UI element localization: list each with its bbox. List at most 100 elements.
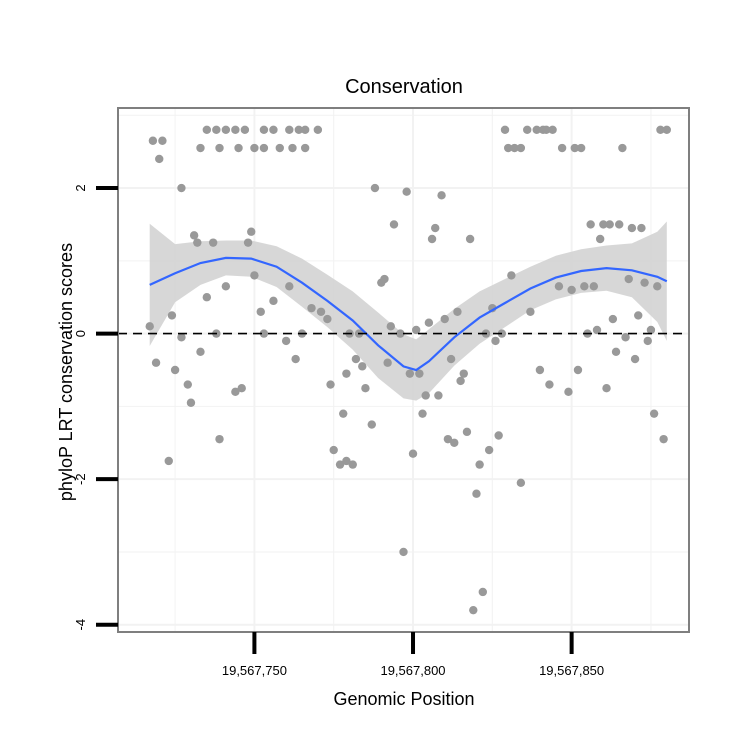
data-point xyxy=(580,282,589,291)
data-point xyxy=(564,387,573,397)
data-point xyxy=(326,380,335,389)
data-point xyxy=(557,143,567,153)
data-point xyxy=(158,136,167,145)
data-point xyxy=(453,307,462,316)
x-axis: 19,567,750 19,567,800 19,567,850 xyxy=(222,632,604,678)
smooth-line-layer xyxy=(149,256,668,372)
data-point xyxy=(434,391,443,400)
x-tick-label: 19,567,800 xyxy=(380,663,445,678)
smooth-trend-line xyxy=(149,256,668,372)
data-point xyxy=(440,314,449,324)
data-point xyxy=(462,427,472,437)
data-point xyxy=(240,125,250,135)
data-point xyxy=(234,143,243,153)
data-point xyxy=(595,234,605,244)
data-point xyxy=(427,234,437,244)
data-point xyxy=(630,354,640,364)
data-point xyxy=(532,125,541,135)
data-point xyxy=(649,409,659,418)
data-point xyxy=(478,587,488,597)
data-point xyxy=(621,333,630,342)
data-point xyxy=(221,282,231,291)
data-point xyxy=(507,271,516,280)
data-point xyxy=(424,318,434,327)
chart-title: Conservation xyxy=(345,76,463,98)
data-point xyxy=(618,143,627,153)
data-point xyxy=(316,307,326,316)
data-point xyxy=(177,333,186,342)
data-point xyxy=(570,143,579,153)
data-point xyxy=(383,358,392,367)
data-point xyxy=(554,282,564,291)
data-point xyxy=(212,125,221,135)
data-point xyxy=(386,322,396,331)
data-point xyxy=(285,282,294,291)
y-tick-label: -2 xyxy=(73,473,88,485)
data-point xyxy=(469,605,478,615)
data-point xyxy=(380,274,389,284)
data-point xyxy=(250,271,259,280)
data-point xyxy=(202,293,212,302)
data-point xyxy=(535,365,545,375)
data-point xyxy=(602,383,611,393)
data-point xyxy=(523,125,532,135)
y-axis-label: phyloP LRT conservation scores xyxy=(56,243,76,501)
data-point xyxy=(367,420,376,429)
x-axis-label: Genomic Position xyxy=(333,689,474,709)
data-point xyxy=(608,314,618,324)
data-point xyxy=(503,143,513,153)
data-point xyxy=(215,143,224,153)
data-point xyxy=(231,125,240,135)
data-point xyxy=(450,438,459,447)
data-point xyxy=(307,303,316,313)
data-point xyxy=(259,125,269,135)
data-point xyxy=(459,369,468,378)
data-point xyxy=(196,143,205,153)
data-point xyxy=(151,358,161,367)
data-point xyxy=(611,347,621,357)
data-point xyxy=(643,336,652,346)
data-point xyxy=(348,460,357,469)
data-point xyxy=(443,434,453,444)
data-point xyxy=(177,183,186,193)
data-point xyxy=(627,223,637,233)
data-point xyxy=(491,336,500,346)
confidence-band xyxy=(149,221,667,401)
data-point xyxy=(342,456,351,466)
data-point xyxy=(196,347,205,357)
data-point xyxy=(339,409,348,418)
data-point xyxy=(243,238,253,247)
data-point xyxy=(231,387,240,397)
data-point xyxy=(259,329,269,338)
data-point xyxy=(329,445,338,455)
data-point xyxy=(215,434,224,444)
data-point xyxy=(405,369,415,378)
data-point xyxy=(472,489,481,498)
data-point xyxy=(300,143,310,153)
data-point xyxy=(586,220,595,229)
data-point xyxy=(516,478,526,488)
data-point xyxy=(494,431,503,440)
data-point xyxy=(342,369,351,378)
data-point xyxy=(148,136,158,145)
data-point xyxy=(500,125,510,135)
data-point xyxy=(567,285,576,295)
data-point xyxy=(294,125,304,135)
data-point xyxy=(656,125,665,135)
data-point xyxy=(155,154,164,164)
data-point xyxy=(646,325,656,335)
data-point xyxy=(542,125,551,135)
data-point xyxy=(170,365,180,375)
data-point xyxy=(285,125,294,135)
confidence-band-layer xyxy=(149,221,667,401)
data-point xyxy=(484,445,494,455)
data-point xyxy=(615,220,624,229)
data-point xyxy=(437,191,446,200)
data-point xyxy=(361,383,370,393)
data-point xyxy=(634,311,643,320)
plot-panel-border xyxy=(117,107,690,633)
data-point xyxy=(370,183,380,193)
y-tick-label: 2 xyxy=(73,184,88,191)
data-point xyxy=(300,125,310,135)
data-point xyxy=(510,143,519,153)
